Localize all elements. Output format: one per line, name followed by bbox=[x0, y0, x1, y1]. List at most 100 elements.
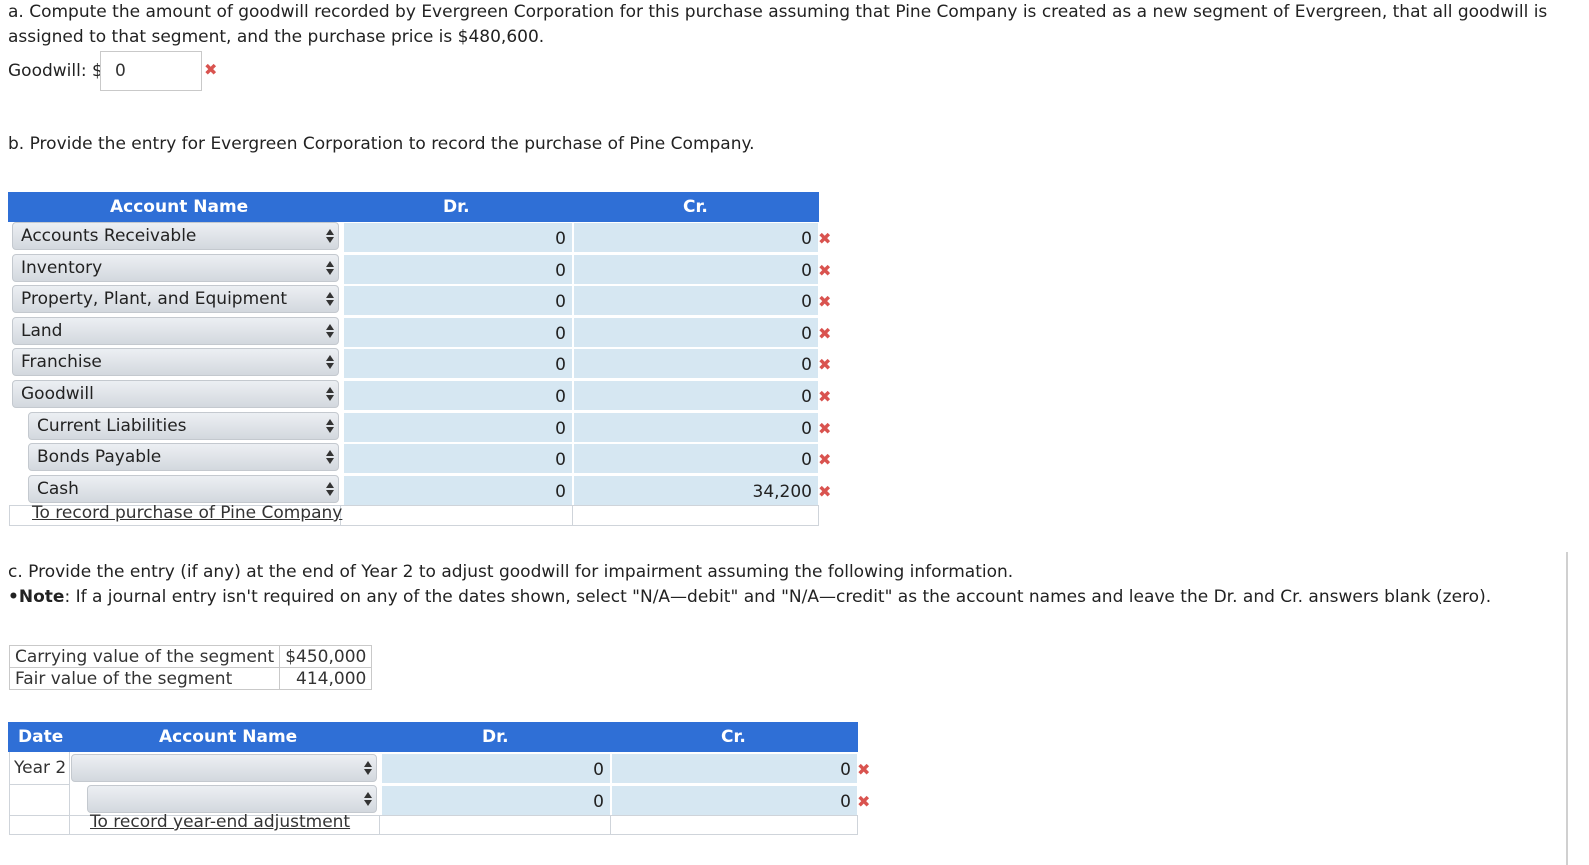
account-select[interactable]: Cash bbox=[28, 475, 339, 503]
select-arrows-icon bbox=[326, 479, 334, 499]
table-rule bbox=[572, 505, 573, 526]
credit-input[interactable]: 0 bbox=[611, 753, 858, 784]
select-arrows-icon bbox=[326, 447, 334, 467]
incorrect-icon: ✖ bbox=[204, 60, 218, 79]
part-a-question: a. Compute the amount of goodwill record… bbox=[8, 0, 1547, 50]
account-select[interactable]: Goodwill bbox=[12, 380, 339, 408]
header-debit: Dr. bbox=[482, 727, 509, 747]
credit-input[interactable]: 0 bbox=[573, 222, 819, 253]
info-label: Carrying value of the segment bbox=[8, 645, 281, 668]
credit-input[interactable]: 0 bbox=[573, 348, 819, 379]
incorrect-icon: ✖ bbox=[818, 482, 832, 501]
account-select[interactable]: Land bbox=[12, 317, 339, 345]
entry-date: Year 2 bbox=[14, 758, 67, 778]
credit-input[interactable]: 0 bbox=[573, 254, 819, 285]
info-value: 414,000 bbox=[279, 667, 373, 690]
part-c-question: c. Provide the entry (if any) at the end… bbox=[8, 562, 1014, 582]
account-select[interactable]: Accounts Receivable bbox=[12, 222, 339, 250]
debit-input[interactable]: 0 bbox=[343, 348, 573, 379]
incorrect-icon: ✖ bbox=[818, 229, 832, 248]
account-select[interactable] bbox=[87, 785, 377, 813]
debit-input[interactable]: 0 bbox=[343, 222, 573, 253]
table-rule bbox=[9, 834, 858, 835]
credit-input[interactable]: 0 bbox=[573, 285, 819, 316]
account-select-value: Land bbox=[21, 321, 63, 341]
debit-input[interactable]: 0 bbox=[343, 475, 573, 506]
select-arrows-icon bbox=[326, 258, 334, 278]
header-date: Date bbox=[18, 727, 64, 747]
select-arrows-icon bbox=[326, 384, 334, 404]
account-select[interactable] bbox=[71, 754, 377, 782]
debit-input[interactable]: 0 bbox=[381, 785, 611, 816]
account-select[interactable]: Bonds Payable bbox=[28, 443, 339, 471]
goodwill-input[interactable] bbox=[100, 51, 202, 91]
table-rule bbox=[379, 815, 380, 835]
header-credit: Cr. bbox=[683, 197, 708, 217]
journal-header: Account Name Dr. Cr. bbox=[8, 192, 819, 222]
account-select-value: Accounts Receivable bbox=[21, 226, 197, 246]
header-account-name: Account Name bbox=[110, 197, 249, 217]
table-rule bbox=[9, 784, 69, 785]
debit-input[interactable]: 0 bbox=[343, 380, 573, 411]
debit-input[interactable]: 0 bbox=[381, 753, 611, 784]
goodwill-label: Goodwill: $ bbox=[8, 61, 103, 81]
segment-info-table: Carrying value of the segment $450,000 F… bbox=[8, 645, 373, 690]
account-select-value: Inventory bbox=[21, 258, 103, 278]
debit-input[interactable]: 0 bbox=[343, 254, 573, 285]
credit-input[interactable]: 34,200 bbox=[573, 475, 819, 506]
table-rule bbox=[818, 505, 819, 526]
entry-memo: To record purchase of Pine Company bbox=[32, 503, 343, 523]
incorrect-icon: ✖ bbox=[818, 261, 832, 280]
table-rule bbox=[9, 815, 858, 816]
account-select-value: Current Liabilities bbox=[37, 416, 187, 436]
select-arrows-icon bbox=[326, 226, 334, 246]
incorrect-icon: ✖ bbox=[818, 450, 832, 469]
select-arrows-icon bbox=[326, 321, 334, 341]
table-rule bbox=[9, 752, 10, 835]
entry-memo: To record year-end adjustment bbox=[90, 812, 351, 832]
debit-input[interactable]: 0 bbox=[343, 412, 573, 443]
incorrect-icon: ✖ bbox=[818, 355, 832, 374]
part-c-note: •Note: If a journal entry isn't required… bbox=[8, 585, 1491, 610]
account-select-value: Bonds Payable bbox=[37, 447, 162, 467]
part-b-question: b. Provide the entry for Evergreen Corpo… bbox=[8, 134, 755, 154]
debit-input[interactable]: 0 bbox=[343, 443, 573, 474]
table-rule bbox=[9, 505, 819, 506]
table-rule bbox=[610, 815, 611, 835]
incorrect-icon: ✖ bbox=[818, 292, 832, 311]
account-select[interactable]: Property, Plant, and Equipment bbox=[12, 285, 339, 313]
select-arrows-icon bbox=[364, 758, 372, 778]
credit-input[interactable]: 0 bbox=[573, 380, 819, 411]
debit-input[interactable]: 0 bbox=[343, 285, 573, 316]
account-select-value: Franchise bbox=[21, 352, 102, 372]
credit-input[interactable]: 0 bbox=[573, 317, 819, 348]
incorrect-icon: ✖ bbox=[818, 324, 832, 343]
note-bullet: • bbox=[8, 587, 19, 607]
account-select[interactable]: Inventory bbox=[12, 254, 339, 282]
table-rule bbox=[9, 525, 819, 526]
credit-input[interactable]: 0 bbox=[573, 412, 819, 443]
part-a-question-line-1: a. Compute the amount of goodwill record… bbox=[8, 2, 1548, 22]
account-select-value: Property, Plant, and Equipment bbox=[21, 289, 288, 309]
credit-input[interactable]: 0 bbox=[611, 785, 858, 816]
incorrect-icon: ✖ bbox=[818, 387, 832, 406]
note-label: Note bbox=[18, 587, 65, 607]
credit-input[interactable]: 0 bbox=[573, 443, 819, 474]
table-rule bbox=[857, 815, 858, 835]
incorrect-icon: ✖ bbox=[857, 760, 871, 779]
incorrect-icon: ✖ bbox=[857, 792, 871, 811]
account-select[interactable]: Franchise bbox=[12, 348, 339, 376]
debit-input[interactable]: 0 bbox=[343, 317, 573, 348]
page-edge-divider bbox=[1566, 552, 1568, 865]
select-arrows-icon bbox=[364, 789, 372, 809]
account-select[interactable]: Current Liabilities bbox=[28, 412, 339, 440]
account-select-value: Cash bbox=[37, 479, 79, 499]
info-value: $450,000 bbox=[279, 645, 373, 668]
table-rule bbox=[340, 505, 341, 526]
header-account-name: Account Name bbox=[159, 727, 298, 747]
incorrect-icon: ✖ bbox=[818, 419, 832, 438]
table-row: Fair value of the segment 414,000 bbox=[8, 667, 373, 690]
part-a-question-line-2: assigned to that segment, and the purcha… bbox=[8, 27, 545, 47]
table-rule bbox=[69, 752, 70, 835]
header-debit: Dr. bbox=[443, 197, 470, 217]
